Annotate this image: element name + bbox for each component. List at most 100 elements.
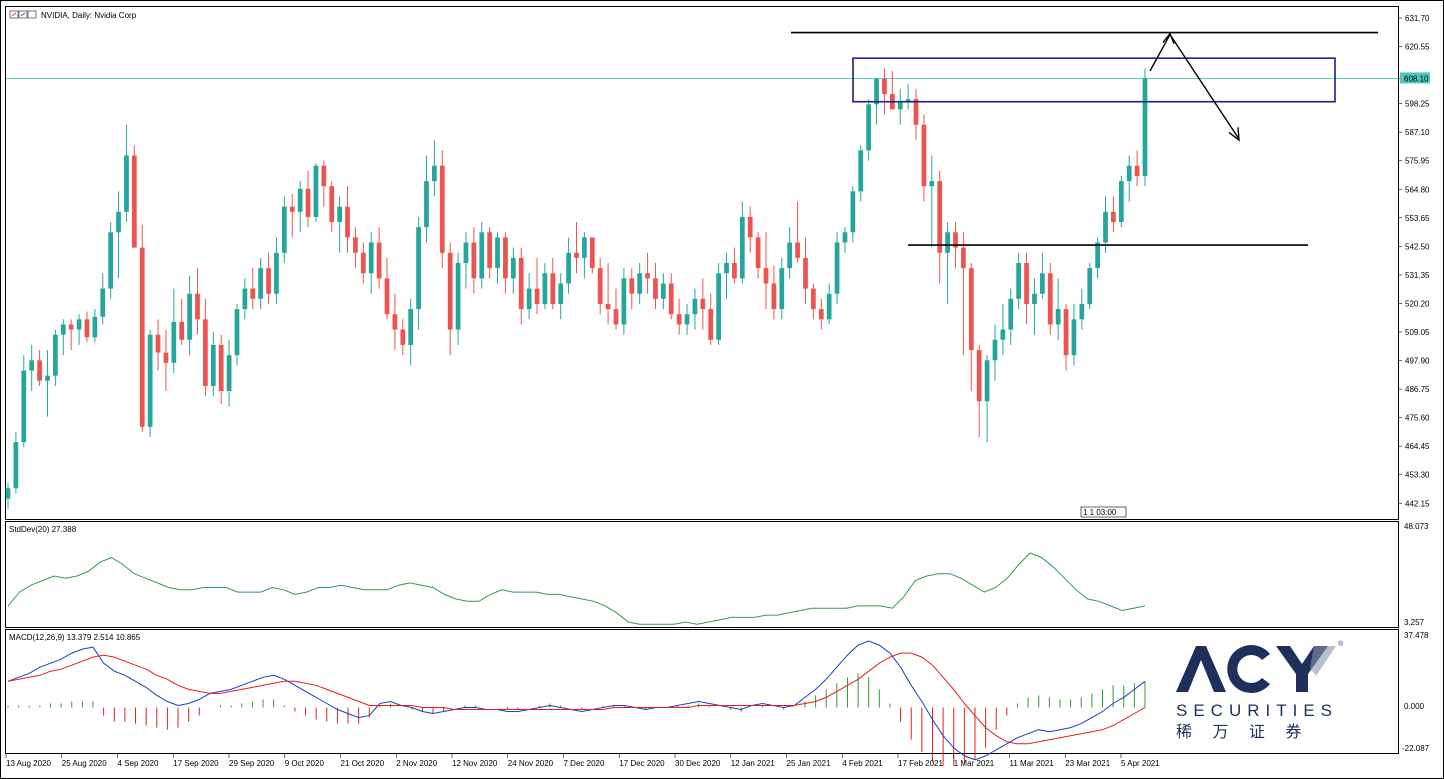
price-panel[interactable]: 631.70 620.55 598.25 587.10 575.95 564.80 553.…	[5, 6, 1431, 520]
candle-body	[376, 242, 382, 279]
macd-panel[interactable]: MACD(12,26,9) 13.379 2.514 10.865 37.478…	[5, 629, 1430, 766]
time-axis-label: 17 Dec 2020	[619, 759, 665, 768]
candle-body	[360, 252, 366, 274]
candle-body	[447, 252, 453, 330]
candle-body	[937, 181, 943, 253]
time-axis-label: 11 Mar 2021	[1010, 759, 1055, 768]
candle-body	[503, 237, 508, 279]
candle-body	[384, 278, 390, 315]
candle-body	[337, 206, 342, 223]
candle-body	[139, 247, 145, 427]
price-axis-label: 553.65	[1405, 214, 1430, 223]
candle-body	[1008, 298, 1014, 330]
candle-body	[692, 298, 698, 315]
candle-body	[732, 263, 737, 279]
signal-line	[7, 652, 1146, 745]
price-axis-label: 575.95	[1405, 157, 1430, 166]
candle-body	[842, 232, 848, 243]
candle-body	[179, 321, 185, 340]
stddev-panel[interactable]: StdDev(20) 27.388 48.073 3.257	[5, 521, 1430, 628]
candle-body	[866, 104, 872, 151]
candle-body	[432, 165, 437, 182]
candle-body	[976, 350, 982, 402]
candle-body	[116, 211, 121, 233]
candle-body	[408, 309, 414, 345]
time-axis-label: 12 Nov 2020	[452, 759, 498, 768]
time-axis-label: 5 Apr 2021	[1121, 759, 1160, 768]
macd-axis-max: 37.478	[1404, 631, 1429, 640]
candle-body	[171, 321, 177, 363]
candle-body	[479, 232, 485, 279]
candle-body	[368, 242, 374, 274]
candle-body	[100, 288, 106, 317]
candle-body	[155, 334, 161, 353]
candle-body	[771, 283, 777, 310]
candle-body	[684, 314, 690, 325]
candle-body	[187, 293, 192, 340]
candle-body	[945, 232, 950, 253]
candle-body	[668, 283, 674, 315]
candle-body	[1016, 263, 1022, 299]
candle-body	[313, 165, 319, 217]
candle-body	[921, 124, 927, 187]
candle-body	[905, 99, 911, 102]
candle-body	[234, 309, 240, 356]
candle-body	[834, 242, 840, 294]
arrow-up-head	[1162, 32, 1175, 44]
time-axis-label: 7 Dec 2020	[564, 759, 605, 768]
candle-body	[510, 257, 516, 279]
candle-body	[471, 242, 477, 279]
candle-body	[653, 278, 658, 299]
candle-body	[629, 278, 635, 294]
acy-securities-logo: ® SECURITIES 稀 万 证 券	[1176, 640, 1344, 741]
candle-body	[1024, 263, 1029, 304]
candle-body	[542, 273, 548, 304]
stddev-axis-max: 48.073	[1404, 522, 1429, 531]
candle-body	[281, 206, 287, 253]
candle-body	[163, 352, 169, 363]
price-axis-label: 497.90	[1405, 357, 1430, 366]
candle-body	[1071, 319, 1077, 356]
candle-body	[787, 242, 793, 269]
candle-body	[297, 188, 303, 212]
candle-body	[1063, 309, 1069, 356]
candle-body	[1032, 293, 1037, 304]
candle-body	[487, 232, 493, 269]
candle-body	[45, 375, 50, 381]
candle-body	[763, 268, 769, 284]
price-axis-label: 531.35	[1405, 271, 1430, 280]
candle-body	[274, 252, 279, 294]
candle-body	[305, 188, 311, 217]
candle-body	[589, 237, 595, 269]
candle-body	[258, 268, 264, 299]
time-axis-label: 1 Mar 2021	[954, 759, 995, 768]
candle-body	[613, 309, 619, 325]
candle-body	[534, 288, 540, 304]
candle-body	[929, 181, 935, 187]
candle-body	[803, 257, 808, 289]
macd-histogram	[7, 673, 1146, 766]
candle-body	[984, 360, 990, 402]
candle-body	[495, 237, 500, 269]
candle-body	[1079, 303, 1085, 320]
price-axis-label: 509.05	[1405, 328, 1430, 337]
candle-body	[455, 263, 461, 330]
time-axis-label: 4 Feb 2021	[842, 759, 883, 768]
candle-body	[708, 309, 714, 340]
candle-body	[676, 314, 682, 325]
candle-body	[716, 273, 721, 340]
macd-line	[7, 640, 1146, 761]
candlestick-series	[5, 68, 1148, 509]
candle-body	[953, 232, 958, 248]
time-axis-label: 13 Aug 2020	[6, 759, 51, 768]
candle-body	[131, 155, 137, 248]
candle-body	[574, 252, 579, 258]
candle-body	[605, 303, 611, 310]
time-axis-label: 23 Mar 2021	[1065, 759, 1110, 768]
candle-body	[1039, 273, 1045, 294]
price-axis-label: 520.20	[1405, 299, 1430, 308]
candle-body	[439, 165, 445, 253]
candle-body	[897, 101, 903, 110]
candle-body	[858, 150, 864, 192]
candle-body	[250, 288, 256, 299]
